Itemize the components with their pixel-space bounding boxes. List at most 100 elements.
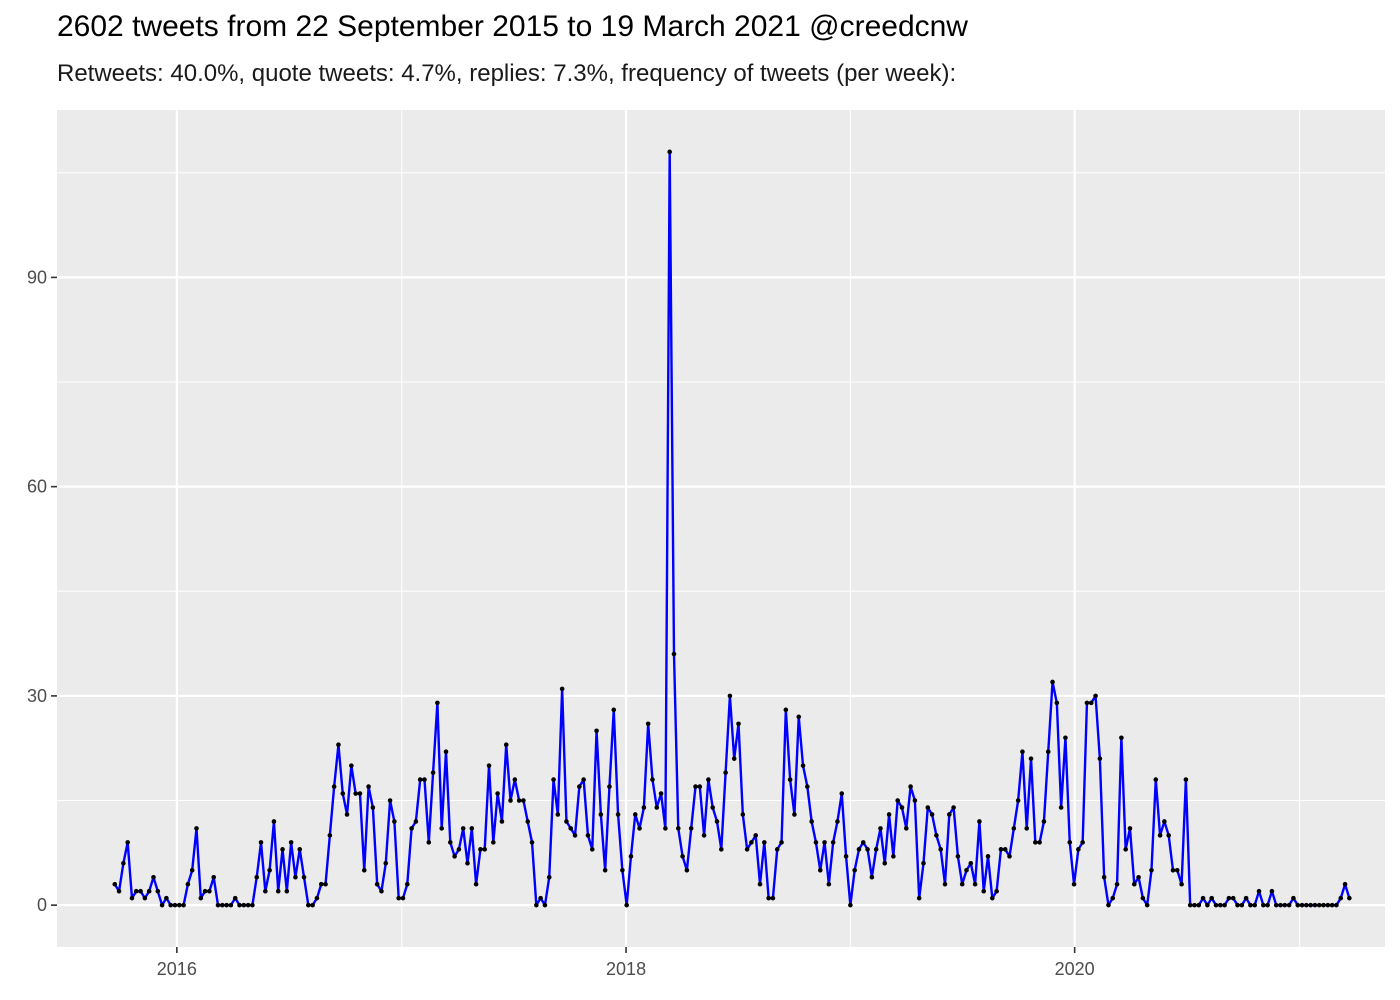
data-point xyxy=(985,854,991,859)
data-point xyxy=(508,798,513,803)
data-point xyxy=(275,888,281,894)
data-point xyxy=(607,784,612,789)
data-point xyxy=(800,763,806,768)
data-point xyxy=(374,881,380,887)
data-point xyxy=(168,902,173,908)
data-point xyxy=(848,902,853,908)
data-point xyxy=(400,895,406,901)
data-point xyxy=(435,700,440,706)
data-point xyxy=(998,847,1004,852)
data-point xyxy=(744,847,750,852)
data-point xyxy=(202,888,208,894)
data-point xyxy=(1162,819,1167,824)
y-axis: 0 30 60 90 xyxy=(27,267,57,915)
chart-subtitle: Retweets: 40.0%, quote tweets: 4.7%, rep… xyxy=(57,60,957,87)
data-point xyxy=(1076,847,1081,852)
data-point xyxy=(1213,902,1219,908)
data-point xyxy=(770,895,776,901)
data-point xyxy=(1033,840,1038,845)
data-point xyxy=(465,861,470,866)
data-point xyxy=(443,749,449,754)
data-point xyxy=(1192,902,1197,908)
data-point xyxy=(688,826,694,831)
data-point xyxy=(925,805,931,810)
data-point xyxy=(1067,840,1073,845)
data-point xyxy=(486,763,492,768)
data-point xyxy=(138,888,143,894)
data-point xyxy=(1170,867,1176,873)
data-point xyxy=(448,840,453,845)
data-point xyxy=(792,812,797,817)
data-point xyxy=(873,847,879,852)
data-point xyxy=(280,847,285,852)
data-point xyxy=(1011,826,1017,831)
data-point xyxy=(891,854,896,859)
data-point xyxy=(1205,902,1210,908)
data-point xyxy=(637,826,642,831)
data-point xyxy=(624,902,629,908)
data-point xyxy=(972,881,978,887)
data-point xyxy=(1338,895,1344,901)
data-point xyxy=(529,840,535,845)
data-point xyxy=(250,902,255,908)
data-point xyxy=(1063,735,1068,741)
data-point xyxy=(921,861,926,866)
x-tick-label: 2020 xyxy=(1055,959,1095,979)
data-point xyxy=(710,805,715,810)
data-point xyxy=(387,798,393,803)
data-point xyxy=(774,847,780,852)
data-point xyxy=(706,777,711,782)
data-point xyxy=(172,902,178,908)
data-point xyxy=(555,812,561,817)
data-point xyxy=(310,902,315,908)
data-point xyxy=(1273,902,1279,908)
data-point xyxy=(645,721,651,727)
data-point xyxy=(241,902,247,908)
data-point xyxy=(409,826,414,831)
data-point xyxy=(1347,895,1352,901)
data-point xyxy=(1282,902,1288,908)
data-point xyxy=(164,895,169,901)
data-point xyxy=(589,847,595,852)
data-point xyxy=(723,770,728,775)
data-point xyxy=(232,895,238,901)
data-point xyxy=(1114,881,1120,887)
data-point xyxy=(1071,881,1077,887)
data-point xyxy=(813,840,819,845)
data-point xyxy=(1174,867,1180,873)
data-point xyxy=(417,777,423,782)
data-point xyxy=(516,798,522,803)
data-point xyxy=(783,707,789,713)
data-point xyxy=(955,854,961,859)
y-tick-label: 60 xyxy=(27,477,47,497)
data-point xyxy=(404,881,410,887)
data-point xyxy=(1329,902,1335,908)
data-point xyxy=(942,881,948,887)
data-point xyxy=(817,867,823,873)
data-point xyxy=(1084,700,1090,706)
data-point xyxy=(159,902,165,908)
data-point xyxy=(585,833,591,838)
data-point xyxy=(301,874,307,880)
data-point xyxy=(361,867,367,873)
data-point xyxy=(805,784,810,789)
data-point xyxy=(155,888,161,894)
y-tick-label: 0 xyxy=(37,895,47,915)
x-axis: 2016 2018 2020 xyxy=(157,947,1095,979)
data-point xyxy=(1286,902,1292,908)
data-point xyxy=(1093,693,1098,699)
data-point xyxy=(1299,902,1305,908)
data-point xyxy=(263,888,268,894)
data-point xyxy=(663,826,668,831)
data-point xyxy=(306,902,311,908)
data-point xyxy=(947,812,952,817)
data-point xyxy=(215,902,221,908)
data-point xyxy=(340,791,346,796)
data-point xyxy=(1256,888,1262,894)
data-point xyxy=(521,798,526,803)
data-point xyxy=(439,826,445,831)
data-point xyxy=(245,902,251,908)
data-point xyxy=(116,888,122,894)
data-point xyxy=(1321,902,1326,908)
data-point xyxy=(826,881,832,887)
